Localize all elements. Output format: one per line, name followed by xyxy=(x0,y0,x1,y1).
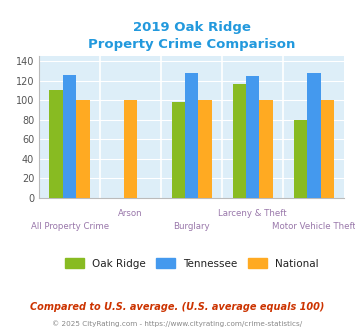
Bar xyxy=(124,100,137,198)
Bar xyxy=(49,90,63,198)
Text: Burglary: Burglary xyxy=(173,222,210,231)
Title: 2019 Oak Ridge
Property Crime Comparison: 2019 Oak Ridge Property Crime Comparison xyxy=(88,21,295,51)
Text: All Property Crime: All Property Crime xyxy=(31,222,109,231)
Bar xyxy=(63,75,76,198)
Bar xyxy=(321,100,334,198)
Bar xyxy=(233,83,246,198)
Bar xyxy=(307,73,321,198)
Text: Compared to U.S. average. (U.S. average equals 100): Compared to U.S. average. (U.S. average … xyxy=(30,302,325,312)
Text: © 2025 CityRating.com - https://www.cityrating.com/crime-statistics/: © 2025 CityRating.com - https://www.city… xyxy=(53,321,302,327)
Bar xyxy=(294,120,307,198)
Bar xyxy=(185,73,198,198)
Bar xyxy=(171,102,185,198)
Text: Arson: Arson xyxy=(118,209,143,218)
Bar xyxy=(260,100,273,198)
Text: Larceny & Theft: Larceny & Theft xyxy=(218,209,287,218)
Bar xyxy=(198,100,212,198)
Legend: Oak Ridge, Tennessee, National: Oak Ridge, Tennessee, National xyxy=(61,254,323,273)
Text: Motor Vehicle Theft: Motor Vehicle Theft xyxy=(272,222,355,231)
Bar xyxy=(76,100,90,198)
Bar xyxy=(246,76,260,198)
